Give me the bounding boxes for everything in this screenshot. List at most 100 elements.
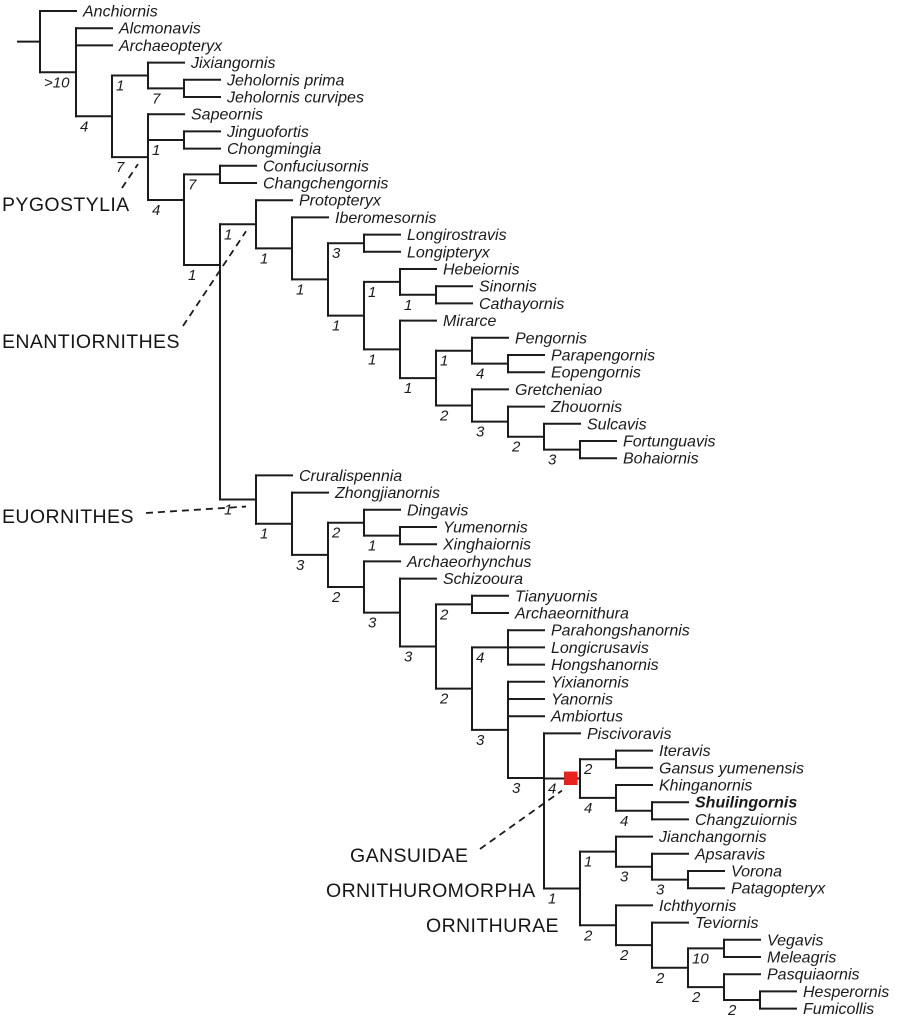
support-value: 10 (692, 950, 709, 967)
support-value: 4 (548, 781, 556, 798)
taxon-label: Pasquiaornis (767, 967, 860, 984)
clade-leader-dashed-line (145, 505, 247, 514)
support-value: 1 (332, 318, 340, 335)
support-value: 1 (404, 380, 412, 397)
taxon-label: Alcmonavis (118, 21, 201, 38)
taxon-label: Schizooura (443, 571, 523, 588)
taxon-label: Hongshanornis (551, 657, 659, 674)
taxon-label: Tianyuornis (515, 588, 598, 605)
clade-label: GANSUIDAE (350, 845, 468, 867)
taxon-label: Archaeorhynchus (406, 554, 532, 571)
support-value: 1 (548, 890, 556, 907)
taxon-label: Protopteryx (299, 193, 382, 210)
taxon-label: Yixianornis (551, 674, 629, 691)
taxon-label: Jianchangornis (658, 829, 767, 846)
taxon-label: Longipteryx (407, 244, 491, 261)
taxon-label: Changchengornis (263, 176, 388, 193)
support-value: 2 (583, 927, 593, 944)
taxon-label: Archaeornithura (514, 606, 629, 623)
clade-leader-dashed-line (479, 789, 563, 850)
support-value: 2 (439, 408, 449, 425)
support-value: 3 (332, 245, 341, 262)
taxon-label: Gansus yumenensis (659, 760, 804, 777)
support-value: 3 (476, 424, 485, 441)
support-value: 3 (548, 452, 557, 469)
taxon-label: Patagopteryx (731, 881, 826, 898)
taxon-label: Ichthyornis (659, 898, 736, 915)
support-value: 3 (296, 557, 305, 574)
support-value: 1 (188, 267, 196, 284)
taxon-label: Fortunguavis (623, 434, 716, 451)
taxon-label: Parahongshanornis (551, 623, 690, 640)
clade-label: ENANTIORNITHES (2, 331, 180, 353)
support-value: 7 (116, 159, 125, 176)
taxon-label: Parapengornis (551, 348, 655, 365)
support-value: 1 (368, 284, 376, 301)
taxon-label: Vegavis (767, 932, 823, 949)
support-value: 2 (583, 761, 593, 778)
clade-label: PYGOSTYLIA (2, 194, 130, 216)
taxon-label: Shuilingornis (695, 795, 797, 812)
support-value: 1 (404, 297, 412, 314)
taxon-label: Meleagris (767, 950, 836, 967)
red-square-marker (564, 771, 578, 786)
taxon-label: Iteravis (659, 743, 711, 760)
support-value: 1 (260, 250, 268, 267)
taxon-label: Yumenornis (443, 520, 528, 537)
clade-label: ORNITHURAE (426, 915, 559, 937)
taxon-label: Jinguofortis (226, 124, 309, 141)
support-value: 4 (476, 366, 484, 383)
support-value: 2 (331, 525, 341, 542)
support-value: 1 (260, 526, 268, 543)
support-value: 2 (439, 606, 449, 623)
support-value: 2 (691, 989, 701, 1006)
support-value: 4 (80, 118, 88, 135)
support-value: 1 (368, 538, 376, 555)
taxon-label: Pengornis (515, 330, 587, 347)
taxon-label: Hebeiornis (443, 262, 519, 279)
taxon-label: Confuciusornis (263, 158, 369, 175)
support-value: 7 (152, 90, 161, 107)
support-value: 2 (655, 970, 665, 987)
taxon-label: Chongmingia (227, 141, 321, 158)
taxon-label: Sapeornis (191, 107, 263, 124)
support-value: 1 (116, 78, 124, 95)
support-value: 2 (439, 691, 449, 708)
support-value: 2 (619, 947, 629, 964)
clade-label: ORNITHUROMORPHA (326, 880, 536, 902)
support-value: 4 (476, 649, 484, 666)
taxon-label: Archaeopteryx (118, 38, 223, 55)
taxon-label: Jixiangornis (190, 55, 275, 72)
support-value: 4 (152, 202, 160, 219)
taxon-label: Changzuiornis (695, 812, 797, 829)
support-value: 3 (656, 882, 665, 899)
support-value: 7 (188, 176, 197, 193)
taxon-label: Dingavis (407, 502, 468, 519)
taxon-label: Apsaravis (694, 846, 765, 863)
support-value: 1 (224, 502, 232, 519)
taxon-label: Yanornis (551, 692, 613, 709)
clade-label: EUORNITHES (2, 506, 134, 528)
support-value: 1 (368, 351, 376, 368)
support-value: 1 (296, 281, 304, 298)
support-value: 3 (476, 732, 485, 749)
taxon-label: Khinganornis (659, 778, 752, 795)
taxon-label: Longicrusavis (551, 640, 649, 657)
support-value: 1 (152, 142, 160, 159)
support-value: 4 (584, 800, 592, 817)
taxon-label: Xinghaiornis (442, 537, 531, 554)
support-value: 1 (224, 226, 232, 243)
taxon-label: Sinornis (479, 279, 537, 296)
support-value: 1 (440, 353, 448, 370)
support-value: 3 (368, 615, 377, 632)
taxon-label: Zhouornis (550, 399, 622, 416)
taxon-label: Jeholornis prima (226, 72, 344, 89)
support-value: 3 (620, 869, 629, 886)
taxon-label: Vorona (731, 864, 782, 881)
clade-leader-dashed-line (182, 230, 247, 327)
taxon-label: Anchiornis (82, 4, 158, 21)
support-value: >10 (44, 74, 70, 91)
taxon-label: Ambiortus (550, 709, 623, 726)
taxon-label: Eopengornis (551, 365, 641, 382)
